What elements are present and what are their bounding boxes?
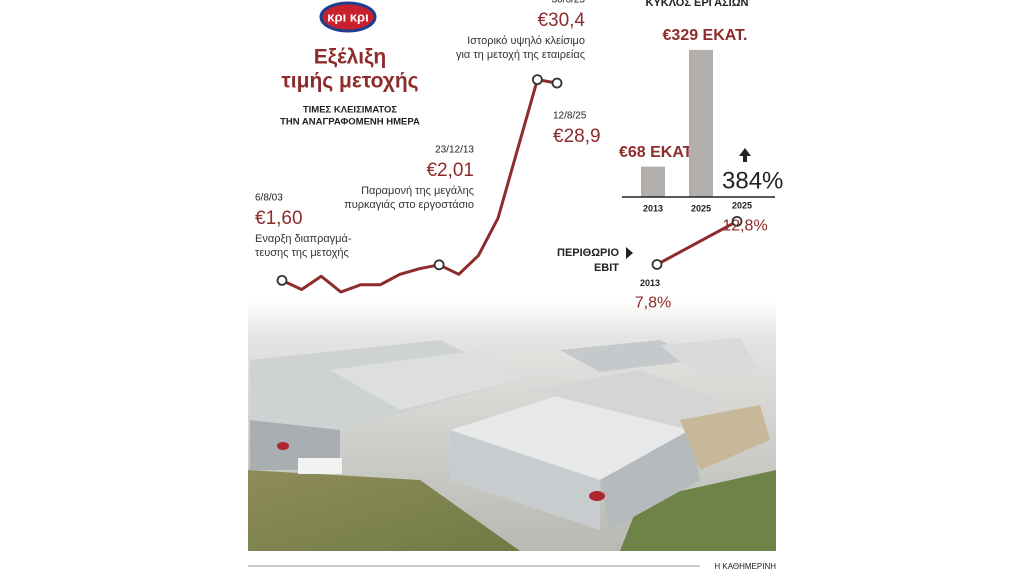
- annotation: για τη μετοχή της εταιρείας: [456, 49, 585, 61]
- value-label: 7,8%: [635, 295, 671, 312]
- price-line: [281, 78, 558, 294]
- brand-name: κρι κρι: [327, 9, 369, 24]
- x-tick-label: 2013: [643, 203, 663, 213]
- growth-label: 384%: [722, 167, 783, 194]
- x-tick-label: 2025: [691, 203, 711, 213]
- factory-photo: [248, 300, 776, 551]
- ebit-marker: [651, 259, 663, 270]
- x-tick-label: 2013: [640, 278, 660, 288]
- annotation: Εναρξη διαπραγμά-: [255, 233, 352, 245]
- value-label: €2,01: [426, 160, 474, 181]
- chart-title: Εξέλιξη: [314, 46, 387, 69]
- annotation: Παραμονή της μεγάλης: [361, 185, 474, 197]
- date-label: 12/8/25: [553, 111, 587, 122]
- pointer-icon: [626, 247, 633, 259]
- x-tick-label: 2025: [732, 201, 752, 211]
- value-label: €68 ΕΚΑΤ.: [619, 144, 695, 161]
- chart-title: ΚΥΚΛΟΣ ΕΡΓΑΣΙΩΝ: [646, 0, 749, 9]
- value-label: 12,8%: [722, 218, 767, 235]
- value-label: €30,4: [537, 10, 585, 31]
- value-label: €329 ΕΚΑΤ.: [663, 27, 748, 44]
- bar: [641, 166, 665, 197]
- chart-title: ΠΕΡΙΘΩΡΙΟ: [557, 247, 619, 259]
- growth-arrow: [739, 148, 751, 162]
- annotation: πυρκαγιάς στο εργοστάσιο: [344, 199, 474, 211]
- date-label: 30/6/25: [552, 0, 586, 6]
- value-label: €1,60: [255, 208, 303, 229]
- ebit-marker: [731, 215, 743, 227]
- ebit-line: [656, 219, 738, 266]
- chart-title: EBIT: [594, 262, 619, 274]
- bar: [689, 49, 713, 197]
- annotation: τευσης της μετοχής: [255, 247, 349, 259]
- brand-logo: κρι κρι: [319, 1, 377, 33]
- price-marker: [433, 259, 445, 271]
- chart-title: τιμής μετοχής: [281, 70, 418, 93]
- annotation: Ιστορικό υψηλό κλείσιμο: [467, 35, 585, 47]
- source: Η ΚΑΘΗΜΕΡΙΝΗ: [714, 562, 776, 571]
- date-label: 23/12/13: [435, 145, 474, 156]
- value-label: €28,9: [553, 126, 601, 147]
- price-marker: [276, 274, 288, 286]
- date-label: 6/8/03: [255, 193, 283, 204]
- chart-subtitle: ΤΗΝ ΑΝΑΓΡΑΦΟΜΕΝΗ ΗΜΕΡΑ: [280, 117, 420, 128]
- price-marker: [551, 77, 563, 89]
- chart-subtitle: ΤΙΜΕΣ ΚΛΕΙΣΙΜΑΤΟΣ: [303, 105, 398, 116]
- price-marker: [531, 74, 543, 86]
